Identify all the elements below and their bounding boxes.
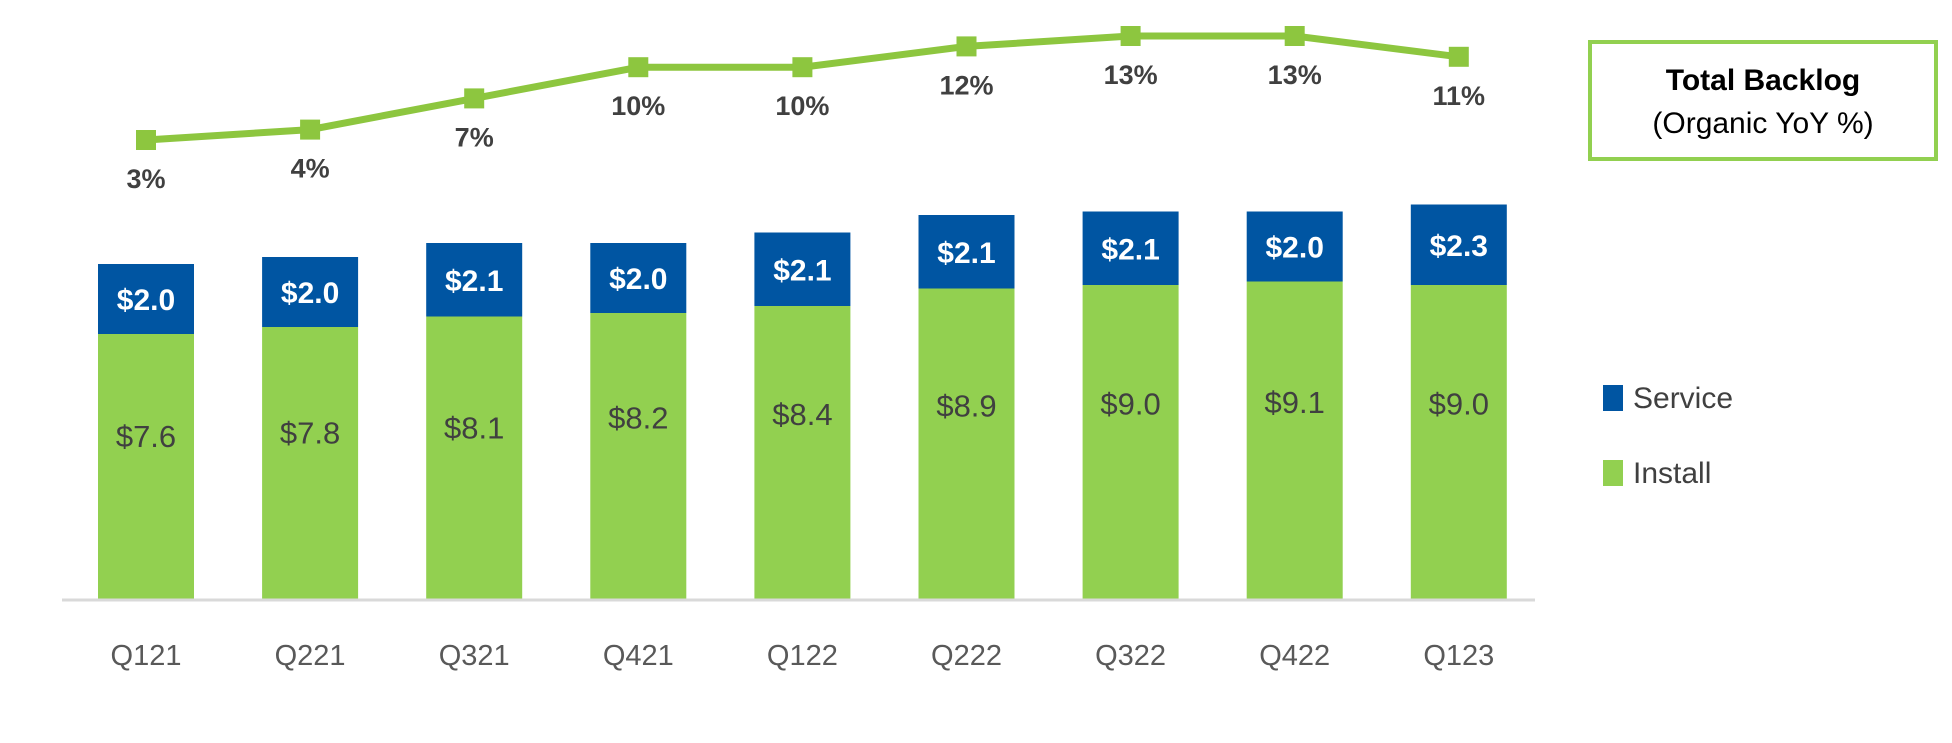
service-data-label: $2.1 bbox=[937, 237, 995, 270]
service-data-label: $2.3 bbox=[1430, 230, 1488, 263]
install-data-label: $9.0 bbox=[1429, 387, 1489, 422]
yoy-data-label: 11% bbox=[1433, 81, 1486, 111]
install-data-label: $7.6 bbox=[116, 419, 176, 454]
bar-service bbox=[1410, 204, 1507, 285]
bar-service bbox=[754, 232, 851, 306]
yoy-marker bbox=[464, 88, 485, 109]
legend-label-service: Service bbox=[1633, 382, 1733, 415]
bar-install bbox=[1082, 285, 1179, 600]
yoy-data-label: 4% bbox=[291, 154, 330, 184]
legend: Service Install bbox=[1603, 382, 1733, 490]
bar-install bbox=[1410, 285, 1507, 600]
service-data-label: $2.0 bbox=[117, 284, 175, 317]
yoy-marker bbox=[1120, 26, 1141, 46]
install-data-label: $9.0 bbox=[1100, 387, 1160, 422]
yoy-marker bbox=[136, 130, 156, 150]
service-data-label: $2.0 bbox=[1266, 232, 1324, 265]
bar-install bbox=[1246, 281, 1343, 600]
yoy-data-label: 7% bbox=[455, 122, 494, 152]
bar-service bbox=[590, 243, 687, 313]
install-data-label: $8.9 bbox=[936, 388, 996, 423]
line-legend-box: Total Backlog (Organic YoY %) bbox=[1588, 40, 1938, 161]
yoy-line bbox=[145, 32, 1460, 144]
yoy-marker bbox=[300, 119, 321, 140]
install-data-label: $9.1 bbox=[1265, 385, 1325, 420]
yoy-data-label: 13% bbox=[1104, 60, 1158, 90]
line-legend-title: Total Backlog bbox=[1666, 64, 1860, 97]
legend-label-install: Install bbox=[1633, 457, 1711, 490]
yoy-data-label: 12% bbox=[939, 70, 993, 100]
x-tick-label: Q422 bbox=[1259, 640, 1330, 672]
service-data-label: $2.0 bbox=[281, 277, 339, 310]
yoy-marker bbox=[1284, 26, 1305, 46]
bar-service bbox=[426, 243, 523, 317]
install-data-label: $8.1 bbox=[444, 410, 504, 445]
bar-service bbox=[1082, 211, 1179, 285]
x-tick-label: Q222 bbox=[931, 640, 1002, 672]
x-tick-label: Q321 bbox=[439, 640, 510, 672]
bar-install bbox=[918, 288, 1015, 600]
bar-service bbox=[1246, 211, 1343, 282]
x-tick-label: Q123 bbox=[1423, 640, 1494, 672]
bar-install bbox=[590, 313, 687, 600]
line-legend-subtitle: (Organic YoY %) bbox=[1652, 107, 1873, 140]
yoy-marker bbox=[792, 57, 813, 78]
bar-install bbox=[262, 327, 359, 600]
yoy-marker bbox=[628, 57, 649, 78]
service-data-label: $2.1 bbox=[445, 265, 503, 298]
bar-service bbox=[918, 215, 1015, 289]
x-tick-label: Q322 bbox=[1095, 640, 1166, 672]
yoy-data-label: 3% bbox=[126, 164, 165, 194]
legend-swatch-install bbox=[1603, 460, 1623, 486]
yoy-marker bbox=[1448, 46, 1469, 67]
install-data-label: $8.2 bbox=[608, 401, 668, 436]
x-tick-label: Q121 bbox=[111, 640, 182, 672]
bar-install bbox=[98, 334, 194, 600]
bar-install bbox=[426, 316, 523, 600]
install-data-label: $7.8 bbox=[280, 416, 340, 451]
yoy-marker bbox=[956, 36, 977, 57]
legend-swatch-service bbox=[1603, 385, 1623, 411]
x-tick-label: Q421 bbox=[603, 640, 674, 672]
yoy-data-label: 10% bbox=[775, 91, 829, 121]
service-data-label: $2.0 bbox=[609, 263, 667, 296]
service-data-label: $2.1 bbox=[1101, 233, 1159, 266]
install-data-label: $8.4 bbox=[772, 397, 832, 432]
service-data-label: $2.1 bbox=[773, 254, 831, 287]
x-tick-label: Q221 bbox=[275, 640, 346, 672]
yoy-data-label: 13% bbox=[1268, 60, 1322, 90]
bar-service bbox=[98, 264, 194, 334]
bar-install bbox=[754, 306, 851, 600]
yoy-data-label: 10% bbox=[611, 91, 665, 121]
bar-service bbox=[262, 257, 359, 327]
x-tick-label: Q122 bbox=[767, 640, 838, 672]
